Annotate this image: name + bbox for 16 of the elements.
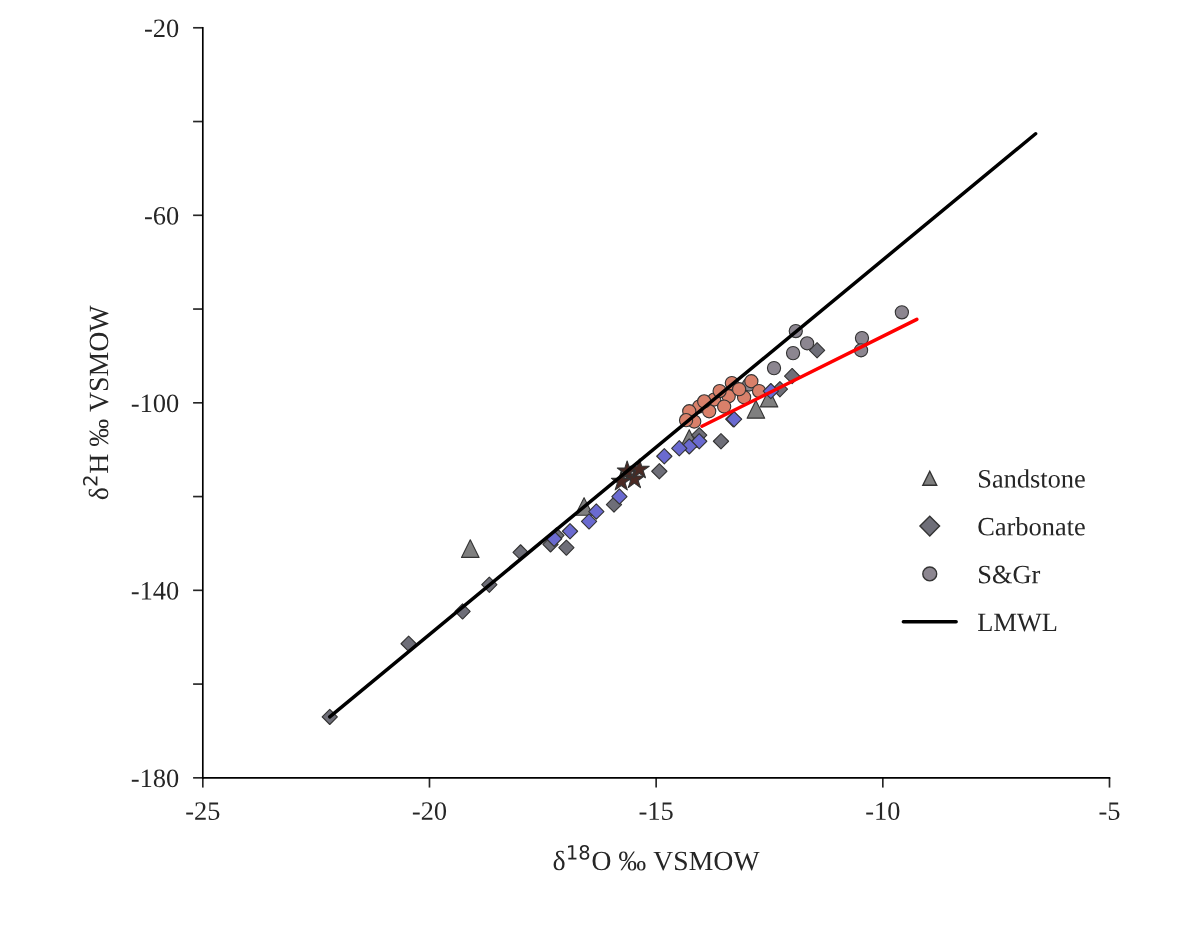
legend-label: LMWL xyxy=(978,613,1057,632)
legend-label: S&Gr xyxy=(979,565,1041,584)
y-axis-title: δ$^{2}$H ‰ VSMOW xyxy=(82,305,109,500)
y-tick-label: -20 xyxy=(145,19,179,38)
y-tick-label: -100 xyxy=(131,394,179,413)
x-tick-label: -20 xyxy=(412,802,447,821)
y-tick-label: -180 xyxy=(131,769,179,788)
x-tick-label: -10 xyxy=(866,802,900,821)
y-tick-label: -140 xyxy=(131,581,179,600)
legend-label: Sandstone xyxy=(979,469,1085,488)
x-tick-label: -5 xyxy=(1099,802,1120,821)
x-tick-label: -25 xyxy=(186,802,220,821)
legend-label: Carbonate xyxy=(978,517,1085,536)
x-tick-label: -15 xyxy=(639,802,673,821)
x-axis-title: δ$^{18}$O ‰ VSMOW xyxy=(553,845,760,871)
y-tick-label: -60 xyxy=(145,206,179,225)
